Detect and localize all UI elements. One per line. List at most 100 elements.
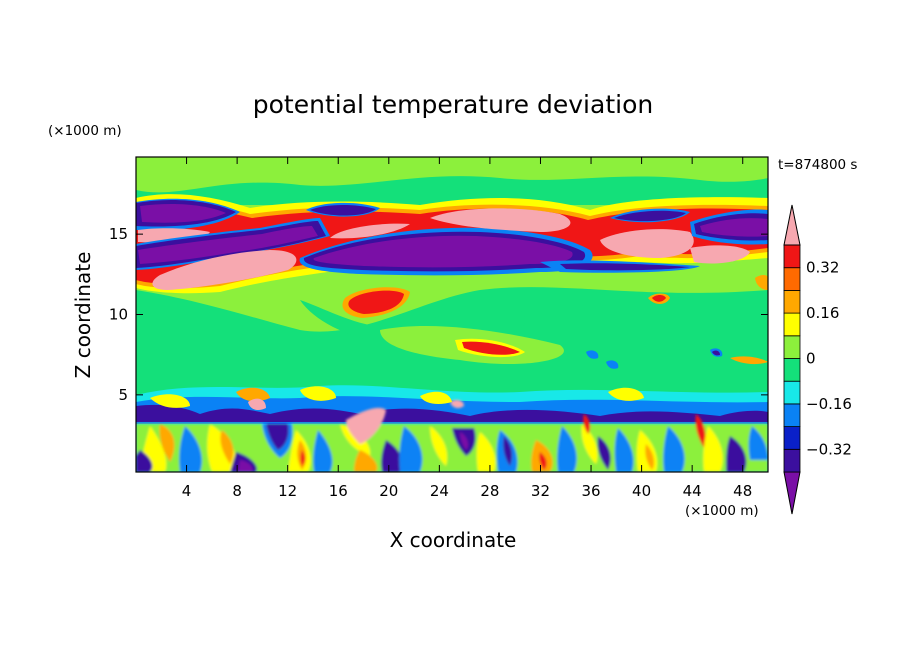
field-patch (140, 204, 226, 223)
field-patch (220, 430, 234, 464)
field-patch (460, 432, 468, 450)
colorbar-swatch (783, 312, 801, 337)
x-tick-label: 8 (232, 482, 242, 500)
x-tick-label: 20 (379, 482, 398, 500)
x-tick-label: 32 (531, 482, 550, 500)
x-tick-label: 36 (581, 482, 600, 500)
colorbar-label: −0.16 (806, 395, 852, 413)
field-patch (159, 424, 175, 462)
field-patch (748, 426, 768, 460)
colorbar-upper-triangle (783, 204, 801, 246)
field-patch (560, 263, 690, 271)
x-tick-label: 12 (278, 482, 297, 500)
field-patch (310, 204, 376, 216)
colorbar-swatch (783, 448, 801, 473)
field-patch (450, 399, 464, 409)
colorbar: 0.32 0.16 0 −0.16 −0.32 (783, 204, 852, 515)
field-patch (614, 428, 634, 472)
field-patch (730, 356, 768, 365)
field-patch (726, 436, 747, 472)
field-patch (150, 394, 190, 408)
y-tick-label: 5 (118, 386, 128, 404)
field-patch (539, 452, 547, 470)
field-patch (300, 450, 305, 466)
field-patch (152, 250, 297, 290)
x-tick-label: 40 (632, 482, 651, 500)
field-patch (381, 440, 403, 472)
lower-vortices (136, 399, 768, 472)
time-label: t=874800 s (778, 157, 857, 173)
colorbar-swatch (783, 380, 801, 405)
field-patch (136, 176, 768, 205)
field-patch (346, 407, 386, 444)
x-tick-label: 24 (430, 482, 449, 500)
field-patch (581, 424, 598, 464)
field-patch (313, 235, 573, 268)
field-patch (606, 360, 619, 369)
colorbar-swatch (783, 403, 801, 427)
field-patch (348, 290, 404, 314)
y-tick-label: 15 (109, 225, 128, 243)
field-patch (690, 245, 750, 264)
field-patch (138, 226, 318, 264)
field-patch (652, 295, 666, 302)
field-patch (600, 229, 694, 258)
field-patch (712, 350, 720, 356)
colorbar-swatch (783, 426, 801, 450)
colorbar-label: −0.32 (806, 440, 852, 458)
colorbar-swatch (783, 358, 801, 382)
y-tick-label: 10 (109, 306, 128, 324)
field-patch (586, 350, 599, 359)
x-tick-label: 44 (683, 482, 702, 500)
field-patch (663, 426, 685, 472)
field-patch (354, 450, 378, 472)
field-patch (136, 404, 768, 422)
field-patch (700, 218, 768, 237)
field-patch (645, 444, 654, 470)
colorbar-swatch (783, 244, 801, 269)
x-axis-label: X coordinate (390, 528, 517, 552)
field-patch (695, 414, 706, 448)
colorbar-swatch (783, 267, 801, 291)
field-patch (462, 341, 520, 355)
field-patch (608, 387, 644, 401)
field-patch (430, 426, 448, 466)
x-tick-label: 4 (182, 482, 192, 500)
field-patch (420, 391, 452, 404)
y-axis-label: Z coordinate (71, 252, 95, 379)
field-patch (300, 386, 336, 401)
field-patch (266, 424, 289, 450)
field-patch (179, 426, 202, 472)
field-patch (557, 426, 577, 472)
colorbar-label: 0.32 (806, 259, 839, 277)
x-tick-label: 48 (733, 482, 752, 500)
colorbar-swatch (783, 289, 801, 314)
field-patch (330, 223, 410, 239)
colorbar-label: 0.16 (806, 304, 839, 322)
y-unit-label: (×1000 m) (48, 123, 122, 139)
field-patch (136, 450, 153, 472)
field-patch (614, 210, 686, 222)
field-patch (313, 430, 333, 472)
field-patch (503, 436, 512, 466)
field-patch (430, 208, 571, 232)
field-patch (703, 426, 723, 472)
field-patch (236, 387, 270, 402)
chart-title: potential temperature deviation (253, 90, 653, 119)
x-axis-ticks: 4 8 12 16 20 24 28 32 36 40 44 48 (182, 157, 752, 500)
field-patch (340, 424, 371, 456)
colorbar-swatch (783, 335, 801, 359)
field-patch (238, 460, 253, 472)
y-axis-ticks: 5 10 15 (109, 225, 768, 404)
colorbar-lower-triangle (783, 471, 801, 515)
x-tick-label: 16 (329, 482, 348, 500)
x-unit-label: (×1000 m) (685, 503, 759, 519)
field-patch (755, 275, 768, 290)
heatmap-field (136, 157, 768, 472)
field-patch (399, 426, 423, 472)
field-patch (583, 414, 591, 434)
x-tick-label: 28 (480, 482, 499, 500)
field-patch (476, 432, 496, 472)
field-patch (248, 398, 266, 410)
